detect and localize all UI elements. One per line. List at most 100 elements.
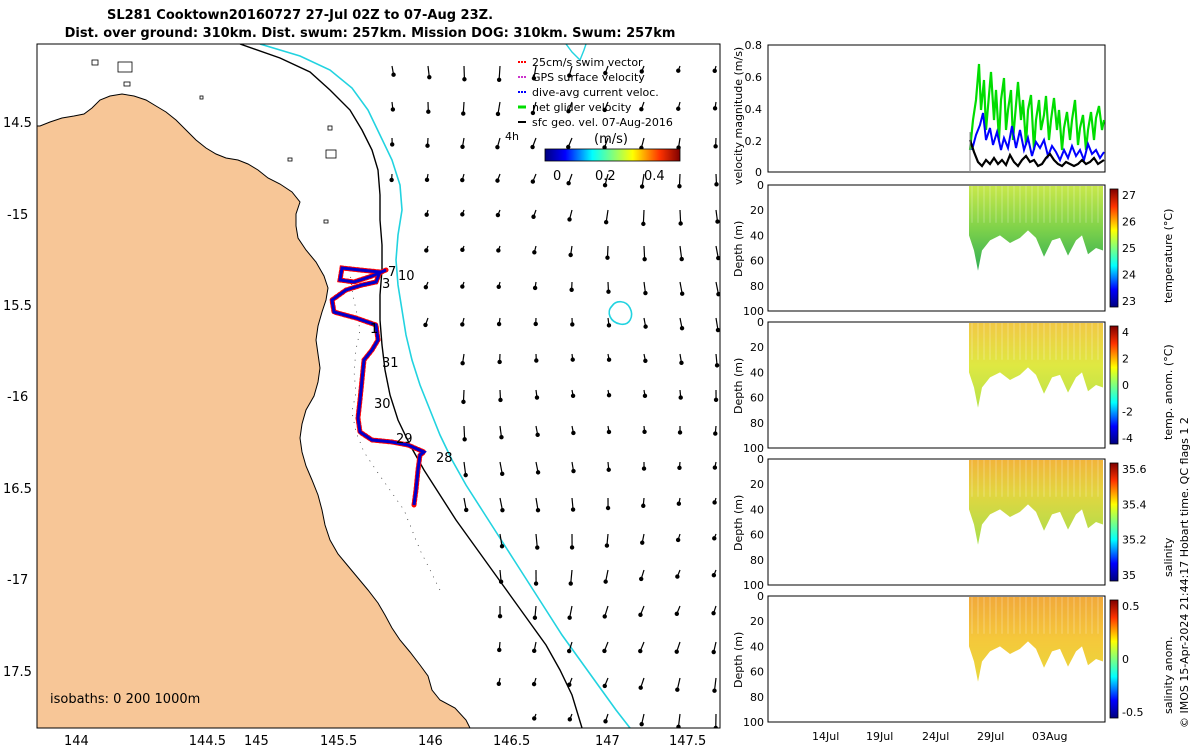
vector-arrow-head <box>569 287 574 292</box>
vector-arrow-head <box>460 177 465 183</box>
vector-arrow-head <box>675 687 680 692</box>
temp_anom-cbar-tick: -2 <box>1122 406 1133 419</box>
vector-arrow-head <box>675 574 680 579</box>
vector-arrow-head <box>606 393 612 398</box>
vector-arrow-head <box>643 358 648 364</box>
vector-arrow-head <box>570 322 575 327</box>
vector-arrow-head <box>676 106 681 111</box>
legend-time-tag: 4h <box>505 130 519 143</box>
vector-arrow-head <box>570 393 576 398</box>
temperature-cbar-label: temperature (°C) <box>1162 209 1175 303</box>
vector-arrow-head <box>389 177 394 183</box>
map-lon-ticks: 144 144.5 145 145.5 146 146.5 147 147.5 <box>64 734 706 749</box>
lon-tick-147: 147 <box>595 734 620 749</box>
map-panel: 7 10 3 1 31 30 29 28 25cm/s swim vector … <box>3 43 721 749</box>
vector-arrow-head <box>568 252 573 258</box>
vector-arrow-head <box>569 545 575 550</box>
vector-arrow-head <box>567 73 572 78</box>
vector-arrow-head <box>638 685 643 690</box>
vector-arrow-head <box>495 111 501 117</box>
vector-arrow-head <box>498 579 504 584</box>
speed-colorbar: (m/s) 0 0.2 0.4 <box>544 132 681 184</box>
vector-arrow-head <box>463 472 468 478</box>
vector-arrow-head <box>605 255 610 260</box>
temp_anom-cbar-label: temp. anom. (°C) <box>1162 344 1175 440</box>
vector-arrow-head <box>606 289 611 294</box>
vector-arrow-head <box>566 109 571 114</box>
sal_anom-ytick: 80 <box>750 691 764 704</box>
vector-arrow-head <box>674 649 679 654</box>
vector-arrow-head <box>462 77 467 82</box>
vector-arrow-head <box>716 291 720 297</box>
colorbar-gradient <box>544 148 681 162</box>
temp_anom-ytick: 100 <box>743 442 764 455</box>
vector-arrow-head <box>423 322 428 328</box>
vector-arrow-head <box>676 68 681 73</box>
vector-arrow-head <box>716 255 720 261</box>
vector-arrow-head <box>532 285 538 291</box>
legend-net: net glider velocity <box>532 101 632 114</box>
vector-arrow-head <box>530 179 536 184</box>
temperature-ytick: 0 <box>757 179 764 192</box>
vector-arrow-head <box>643 324 648 329</box>
sal_anom-cbar-tick: 0 <box>1122 653 1129 666</box>
vector-arrow-head <box>532 250 537 255</box>
imos-credit: © IMOS 15-Apr-2024 21:44:17 Hobart time.… <box>1178 417 1191 728</box>
track-label-3: 3 <box>382 277 390 292</box>
xtick-24jul: 24Jul <box>922 730 949 743</box>
vector-arrow <box>570 569 573 584</box>
vector-arrow-head <box>567 217 572 222</box>
vector-arrow-head <box>566 180 571 186</box>
xtick-19jul: 19Jul <box>866 730 893 743</box>
vector-arrow-head <box>500 507 505 513</box>
vector-arrow-head <box>675 537 681 543</box>
vector-arrow-head <box>460 144 465 150</box>
track-label-1: 1 <box>370 322 378 337</box>
vector-arrow-head <box>638 648 643 654</box>
vector-arrow-head <box>605 505 611 511</box>
vector-arrow <box>679 245 683 260</box>
lon-tick-145-5: 145.5 <box>320 734 357 749</box>
vector-arrow-head <box>495 212 501 218</box>
vector-arrow-head <box>534 395 540 400</box>
temperature-section-data <box>969 186 1103 271</box>
vector-arrow-head <box>530 144 535 150</box>
vector-arrow-head <box>460 360 465 366</box>
vector-arrow-head <box>602 683 607 689</box>
sal_anom-colorbar <box>1109 599 1119 719</box>
lat-tick-17: -17 <box>7 573 28 588</box>
temp_anom-ytick: 0 <box>757 316 764 329</box>
vector-arrow-head <box>425 143 430 148</box>
vector-arrow-head <box>711 573 717 578</box>
vector-arrow-head <box>499 544 505 549</box>
vector-arrow-head <box>500 471 505 477</box>
velocity-ylabel: velocity magnitude (m/s) <box>732 47 745 185</box>
vector-arrow-head <box>461 111 466 116</box>
vector-arrow-head <box>676 501 682 506</box>
isobath-1000m-seamount <box>608 300 633 326</box>
sal_anom-cbar-tick: -0.5 <box>1122 706 1143 719</box>
temperature-colorbar <box>1109 188 1119 308</box>
lat-tick-17-5: 17.5 <box>3 665 32 680</box>
vector-arrow-head <box>642 393 648 399</box>
vector-arrow-head <box>571 430 576 436</box>
temperature-ytick: 80 <box>750 280 764 293</box>
track-label-31: 31 <box>382 356 399 371</box>
vector-arrow-head <box>532 615 538 620</box>
vector-arrow-head <box>530 110 536 116</box>
vector-arrow-head <box>715 327 720 333</box>
vector-arrow-head <box>533 321 538 327</box>
temperature-ytick: 60 <box>750 255 764 268</box>
salinity-panel: 0 20 40 60 80 100 Depth (m) 35.6 35.4 35.2 35 salin… <box>732 453 1175 592</box>
lon-tick-147-5: 147.5 <box>669 734 706 749</box>
legend-swim: 25cm/s swim vector <box>532 56 643 69</box>
vector-arrow-head <box>390 107 396 112</box>
isobath-1000m <box>259 44 631 728</box>
vector-arrow-head <box>497 647 502 653</box>
vector-arrow-head <box>713 397 719 402</box>
velocity-panel: 0.8 0.6 0.4 0.2 0 velocity magnitude (m/… <box>732 39 1106 185</box>
vector-arrow-head <box>641 221 646 227</box>
salinity-section-data <box>969 460 1103 545</box>
